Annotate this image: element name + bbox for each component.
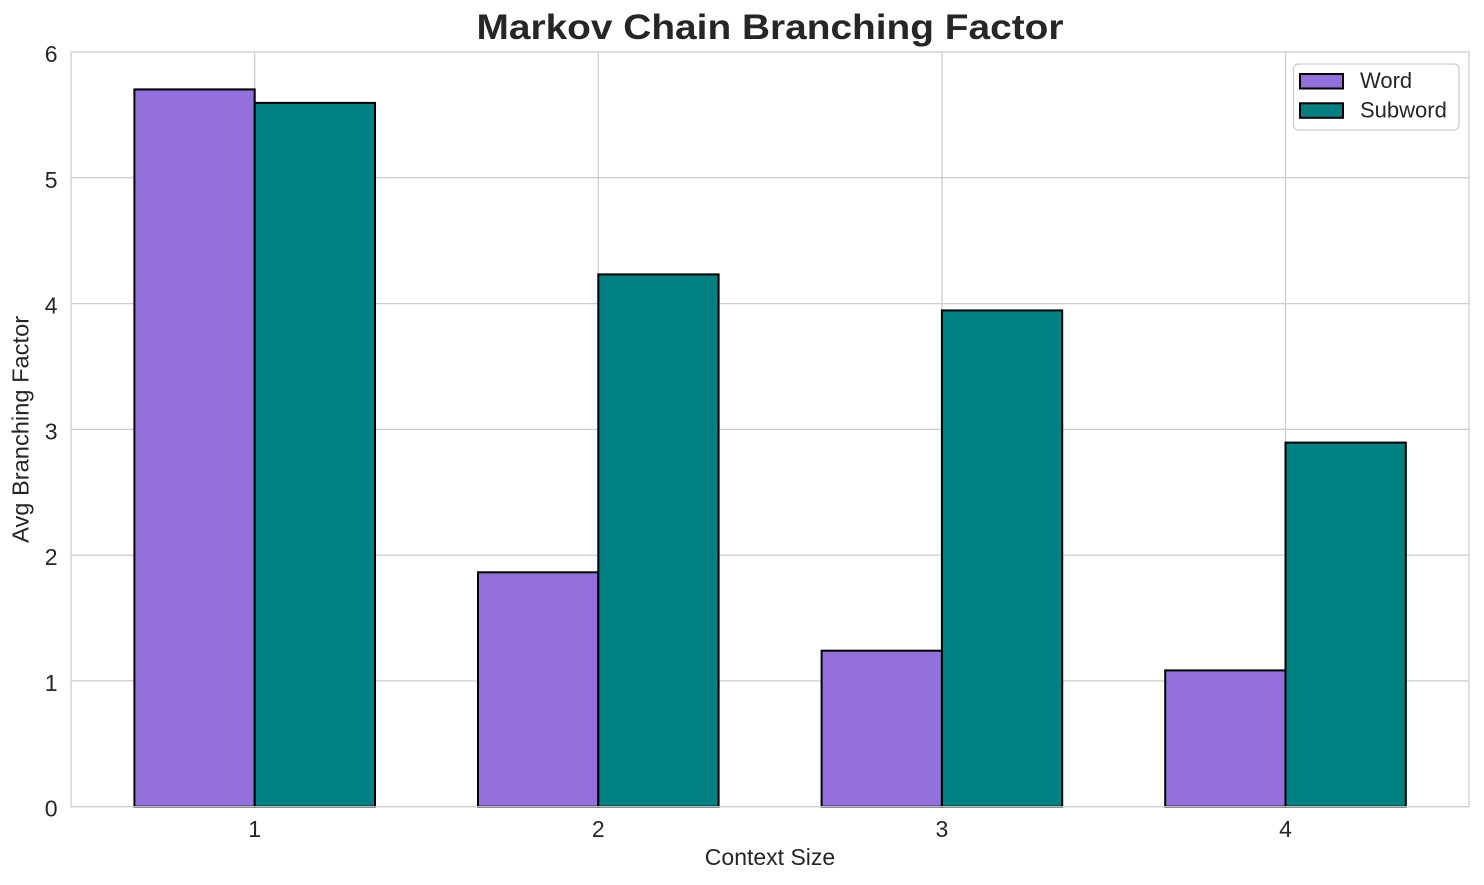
svg-text:3: 3 (45, 418, 58, 444)
svg-text:6: 6 (45, 41, 58, 67)
svg-text:Avg Branching Factor: Avg Branching Factor (8, 316, 34, 543)
svg-text:1: 1 (248, 816, 261, 842)
svg-text:2: 2 (592, 816, 605, 842)
svg-text:1: 1 (45, 670, 58, 696)
svg-text:0: 0 (45, 796, 58, 822)
svg-text:5: 5 (45, 167, 58, 193)
svg-text:Context Size: Context Size (705, 844, 835, 870)
svg-text:2: 2 (45, 544, 58, 570)
svg-text:4: 4 (45, 293, 58, 319)
svg-text:Word: Word (1360, 68, 1412, 93)
svg-text:Markov Chain Branching Factor: Markov Chain Branching Factor (477, 8, 1064, 47)
svg-text:3: 3 (936, 816, 949, 842)
svg-text:Subword: Subword (1360, 97, 1447, 122)
svg-text:4: 4 (1279, 816, 1292, 842)
